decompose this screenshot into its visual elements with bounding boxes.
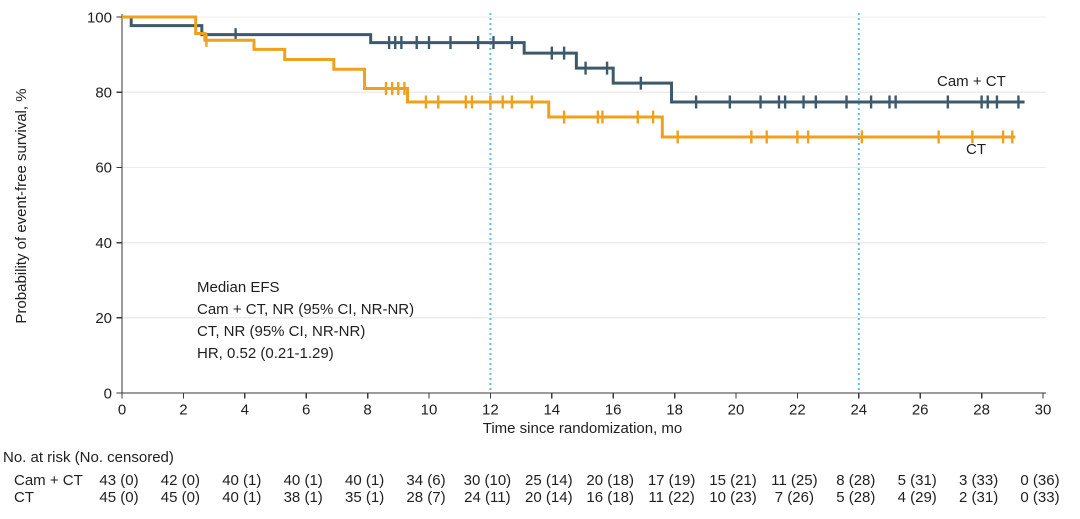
- km-curve-ct: [122, 15, 1016, 139]
- curve-label-ct: CT: [966, 141, 986, 158]
- x-tick-label: 2: [179, 401, 187, 418]
- risk-row-label: CT: [14, 489, 34, 506]
- x-tick-label: 30: [1035, 401, 1052, 418]
- x-tick-label: 18: [666, 401, 683, 418]
- curve-label-cam-ct: Cam + CT: [937, 73, 1006, 90]
- x-tick-label: 8: [363, 401, 371, 418]
- risk-cell: 35 (1): [345, 489, 385, 506]
- risk-cell: 45 (0): [160, 489, 200, 506]
- risk-cell: 42 (0): [160, 472, 200, 489]
- y-tick-label: 0: [104, 385, 112, 402]
- risk-cell: 30 (10): [463, 472, 512, 489]
- risk-cell: 10 (23): [709, 489, 757, 506]
- x-tick-label: 12: [482, 401, 499, 418]
- risk-cell: 16 (18): [586, 489, 634, 506]
- risk-cell: 20 (14): [525, 489, 573, 506]
- x-axis-title: Time since randomization, mo: [482, 420, 683, 437]
- stats-annotation: Median EFS Cam + CT, NR (95% CI, NR-NR) …: [197, 277, 414, 365]
- risk-cell: 40 (1): [283, 472, 323, 489]
- risk-cell: 28 (7): [406, 489, 446, 506]
- x-tick-label: 24: [850, 401, 867, 418]
- annotation-hazard-ratio: HR, 0.52 (0.21-1.29): [197, 345, 334, 362]
- x-tick-label: 14: [543, 401, 560, 418]
- risk-cell: 38 (1): [283, 489, 323, 506]
- risk-cell: 15 (21): [709, 472, 757, 489]
- x-tick-label: 6: [302, 401, 310, 418]
- risk-cell: 17 (19): [647, 472, 696, 489]
- risk-cell: 11 (25): [771, 472, 818, 489]
- annotation-cam-ct-median: Cam + CT, NR (95% CI, NR-NR): [197, 301, 415, 318]
- risk-cell: 24 (11): [464, 489, 511, 506]
- y-tick-label: 100: [87, 9, 112, 26]
- risk-cell: 8 (28): [836, 472, 876, 489]
- x-tick-label: 10: [421, 401, 438, 418]
- risk-cell: 25 (14): [525, 472, 573, 489]
- x-tick-label: 28: [973, 401, 990, 418]
- risk-cell: 0 (36): [1020, 472, 1060, 489]
- risk-cell: 5 (31): [897, 472, 937, 489]
- risk-cell: 34 (6): [406, 472, 446, 489]
- y-tick-label: 20: [95, 310, 112, 327]
- x-tick-label: 4: [241, 401, 249, 418]
- risk-cell: 11 (22): [648, 489, 695, 506]
- x-tick-label: 0: [118, 401, 126, 418]
- risk-cell: 2 (31): [959, 489, 999, 506]
- risk-cell: 7 (26): [774, 489, 814, 506]
- x-tick-label: 22: [789, 401, 806, 418]
- risk-cell: 3 (33): [959, 472, 999, 489]
- y-tick-label: 80: [95, 84, 112, 101]
- risk-cell: 40 (1): [222, 472, 262, 489]
- risk-row-label: Cam + CT: [14, 472, 83, 489]
- x-tick-label: 26: [912, 401, 929, 418]
- risk-cell: 45 (0): [99, 489, 139, 506]
- risk-table-title: No. at risk (No. censored): [3, 449, 174, 466]
- x-tick-label: 20: [728, 401, 745, 418]
- risk-cell: 0 (33): [1020, 489, 1060, 506]
- y-axis-title: Probability of event-free survival, %: [13, 88, 30, 324]
- risk-cell: 5 (28): [836, 489, 876, 506]
- risk-cell: 40 (1): [345, 472, 385, 489]
- x-tick-label: 16: [605, 401, 622, 418]
- annotation-ct-median: CT, NR (95% CI, NR-NR): [197, 323, 366, 340]
- risk-cell: 40 (1): [222, 489, 262, 506]
- annotation-median-efs: Median EFS: [197, 279, 280, 296]
- risk-cell: 4 (29): [897, 489, 937, 506]
- risk-cell: 20 (18): [586, 472, 634, 489]
- risk-cell: 43 (0): [99, 472, 139, 489]
- y-tick-label: 60: [95, 160, 112, 177]
- y-tick-label: 40: [95, 235, 112, 252]
- km-curve-cam-ct: [122, 15, 1025, 104]
